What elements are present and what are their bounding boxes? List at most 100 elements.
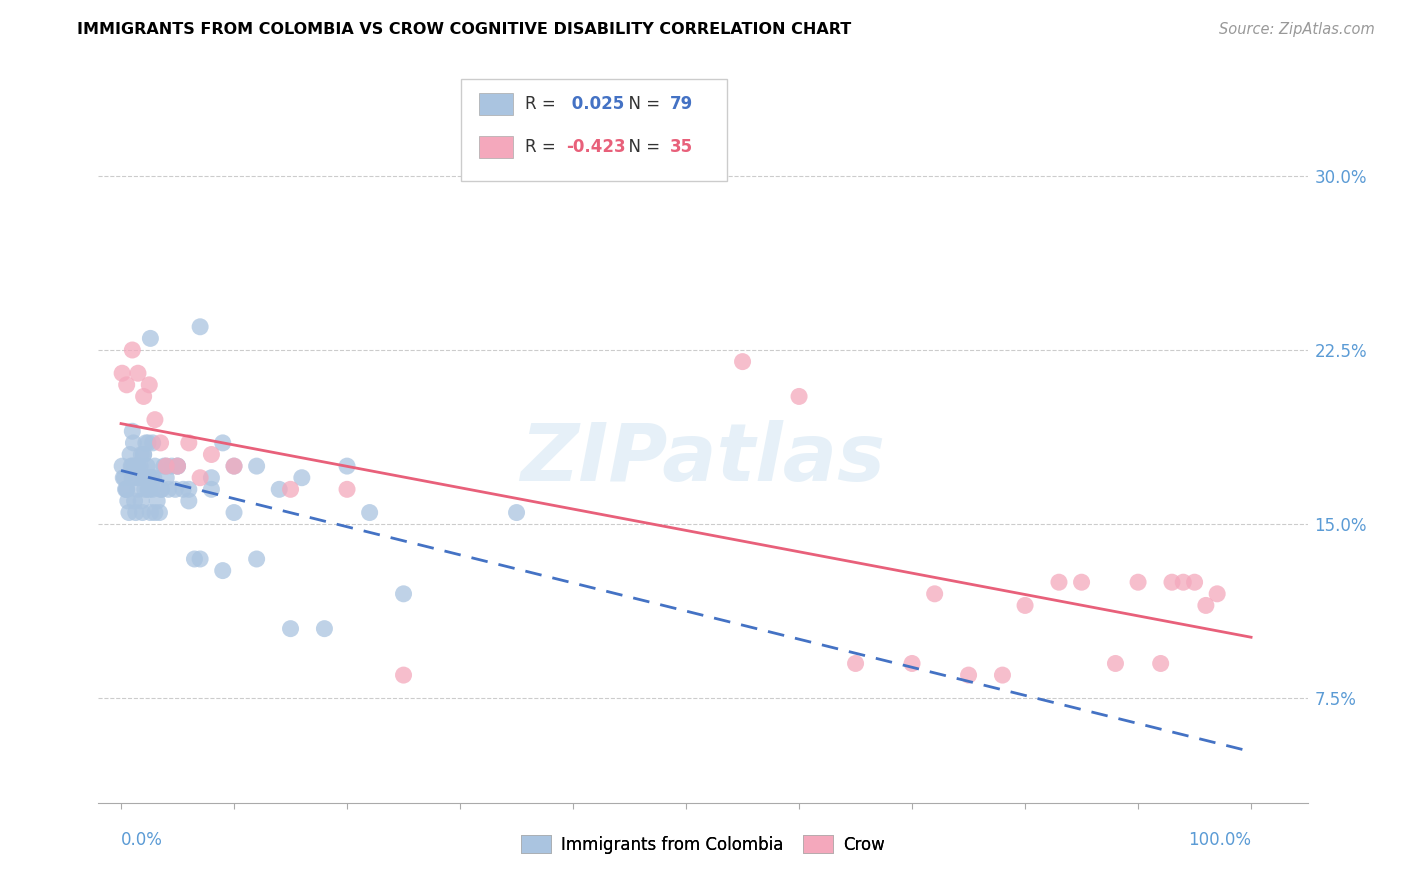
- Point: [149, 436, 172, 450]
- Bar: [479, 94, 513, 115]
- Point: [115, 483, 138, 497]
- Point: [120, 459, 142, 474]
- Point: [125, 471, 148, 485]
- Point: [177, 494, 200, 508]
- Text: N =: N =: [619, 137, 665, 156]
- Point: [143, 412, 166, 426]
- Point: [172, 483, 194, 497]
- Point: [246, 459, 269, 474]
- Point: [128, 471, 150, 485]
- Point: [131, 494, 153, 508]
- Point: [136, 483, 159, 497]
- Text: ZIPatlas: ZIPatlas: [520, 420, 886, 498]
- Point: [148, 506, 170, 520]
- Point: [138, 377, 160, 392]
- Point: [291, 471, 314, 485]
- Point: [1206, 587, 1229, 601]
- Point: [188, 319, 211, 334]
- Point: [314, 622, 336, 636]
- Point: [166, 459, 188, 474]
- Point: [222, 459, 245, 474]
- Point: [957, 668, 980, 682]
- Point: [121, 424, 143, 438]
- Point: [135, 436, 157, 450]
- Point: [211, 436, 233, 450]
- Point: [280, 622, 302, 636]
- Point: [136, 436, 159, 450]
- Point: [111, 459, 134, 474]
- Point: [153, 459, 176, 474]
- Point: [155, 471, 177, 485]
- Point: [188, 552, 211, 566]
- Point: [336, 483, 359, 497]
- Point: [336, 459, 359, 474]
- Point: [132, 448, 155, 462]
- Point: [155, 459, 177, 474]
- Legend: Immigrants from Colombia, Crow: Immigrants from Colombia, Crow: [515, 829, 891, 860]
- Point: [222, 506, 245, 520]
- Point: [127, 459, 149, 474]
- Bar: [479, 136, 513, 158]
- Point: [1014, 599, 1036, 613]
- Point: [901, 657, 924, 671]
- Point: [131, 506, 153, 520]
- Point: [924, 587, 946, 601]
- Point: [141, 471, 163, 485]
- Point: [222, 459, 245, 474]
- Point: [139, 331, 162, 345]
- Point: [132, 471, 155, 485]
- Point: [124, 459, 146, 474]
- Point: [183, 552, 205, 566]
- Point: [127, 366, 149, 380]
- Text: -0.423: -0.423: [567, 137, 626, 156]
- Point: [150, 483, 173, 497]
- Point: [200, 483, 222, 497]
- Point: [139, 506, 162, 520]
- Point: [142, 483, 165, 497]
- Point: [124, 494, 146, 508]
- Point: [991, 668, 1014, 682]
- Point: [143, 459, 166, 474]
- Point: [115, 377, 138, 392]
- Point: [392, 587, 415, 601]
- Point: [188, 471, 211, 485]
- Point: [127, 459, 149, 474]
- Point: [142, 436, 165, 450]
- Point: [1161, 575, 1184, 590]
- Point: [1184, 575, 1206, 590]
- Point: [160, 459, 183, 474]
- Point: [157, 483, 180, 497]
- Text: N =: N =: [619, 95, 665, 113]
- Point: [131, 448, 153, 462]
- Text: 0.025: 0.025: [567, 95, 624, 113]
- Point: [359, 506, 381, 520]
- Point: [121, 459, 143, 474]
- Point: [165, 483, 187, 497]
- Point: [787, 389, 810, 403]
- Point: [166, 459, 188, 474]
- Point: [146, 494, 169, 508]
- Text: R =: R =: [526, 95, 561, 113]
- Text: IMMIGRANTS FROM COLOMBIA VS CROW COGNITIVE DISABILITY CORRELATION CHART: IMMIGRANTS FROM COLOMBIA VS CROW COGNITI…: [77, 22, 852, 37]
- Point: [845, 657, 868, 671]
- Point: [211, 564, 233, 578]
- Text: Source: ZipAtlas.com: Source: ZipAtlas.com: [1219, 22, 1375, 37]
- Point: [138, 483, 160, 497]
- Text: R =: R =: [526, 137, 561, 156]
- Point: [118, 506, 141, 520]
- Point: [1173, 575, 1195, 590]
- Point: [120, 448, 142, 462]
- Point: [127, 483, 149, 497]
- Point: [112, 471, 135, 485]
- Point: [121, 471, 143, 485]
- Point: [138, 471, 160, 485]
- Point: [134, 483, 156, 497]
- Point: [1150, 657, 1173, 671]
- Point: [200, 448, 222, 462]
- Point: [177, 436, 200, 450]
- Point: [155, 459, 177, 474]
- Point: [132, 448, 155, 462]
- FancyBboxPatch shape: [461, 78, 727, 181]
- Point: [111, 366, 134, 380]
- Point: [1104, 657, 1126, 671]
